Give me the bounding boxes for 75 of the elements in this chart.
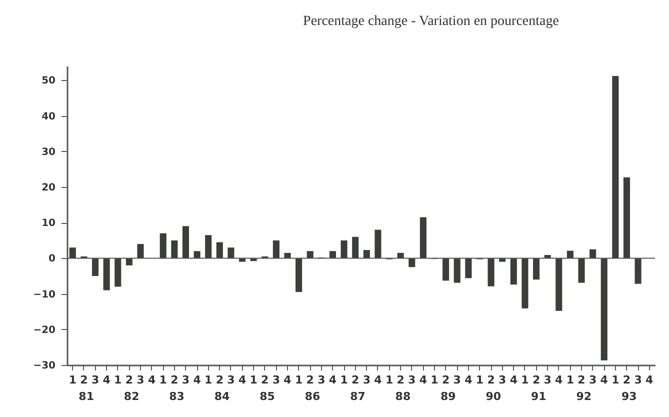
x-tick-label: 4: [419, 374, 428, 386]
x-tick-label: 4: [600, 374, 608, 386]
x-tick-label: 2: [532, 374, 540, 386]
x-tick-label: 1: [204, 374, 212, 386]
x-tick-label: 4: [284, 374, 292, 386]
y-tick-label: −10: [33, 289, 56, 300]
x-tick-label: 4: [374, 374, 382, 386]
x-tick-label: 1: [521, 374, 529, 386]
x-tick-label: 3: [182, 374, 190, 386]
y-tick-label: 0: [48, 254, 56, 265]
x-tick-label: 3: [498, 374, 506, 386]
y-tick-label: 50: [42, 76, 56, 87]
text: 88: [395, 390, 411, 403]
x-tick-label: 1: [612, 374, 620, 386]
x-tick-label: 2: [306, 374, 314, 386]
x-tick-label: 1: [476, 374, 484, 386]
x-tick-label: 4: [102, 374, 111, 386]
x-tick-label: 4: [148, 374, 156, 386]
x-tick-label: 2: [216, 374, 224, 386]
x-tick-label: 2: [578, 374, 586, 386]
y-tick-label: 30: [42, 146, 56, 158]
text: 85: [260, 390, 275, 403]
text: 89: [440, 390, 456, 403]
x-tick-label: 2: [442, 374, 450, 386]
text: 83: [169, 390, 184, 403]
x-tick-label: 3: [408, 374, 416, 386]
x-tick-label: 1: [294, 374, 303, 386]
x-tick-label: 4: [193, 374, 202, 386]
text: 84: [214, 390, 230, 403]
x-tick-label: 3: [272, 374, 280, 386]
y-tick-label: 10: [42, 218, 56, 230]
x-tick-label: 2: [622, 374, 631, 386]
x-tick-label: 3: [136, 374, 144, 386]
x-tick-label: 2: [487, 374, 495, 386]
x-tick-label: 4: [328, 374, 337, 386]
x-tick-label: 3: [588, 374, 597, 386]
x-tick-label: 4: [555, 374, 564, 386]
y-tick-label: 20: [42, 182, 56, 194]
x-tick-label: 2: [352, 374, 360, 386]
x-tick-label: 1: [159, 374, 167, 386]
x-tick-label: 3: [318, 374, 326, 386]
x-tick-label: 2: [170, 374, 178, 386]
x-tick-label: 3: [362, 374, 370, 386]
x-tick-label: 3: [227, 374, 235, 386]
text: 93: [621, 390, 637, 403]
x-tick-label: 1: [566, 374, 574, 386]
x-tick-label: 3: [544, 374, 552, 386]
y-tick-label: 40: [42, 111, 56, 122]
text: 87: [350, 390, 366, 403]
y-tick-label: −20: [33, 324, 56, 336]
text: 86: [304, 390, 320, 403]
text: 92: [576, 390, 592, 403]
x-tick-label: 3: [91, 374, 100, 386]
text: 82: [124, 390, 140, 403]
x-tick-label: 1: [250, 374, 258, 386]
x-tick-label: 4: [464, 374, 473, 386]
chart-title: Percentage change - Variation en pourcentage: [303, 14, 559, 29]
x-tick-label: 4: [646, 374, 654, 386]
x-tick-label: 3: [453, 374, 461, 386]
x-tick-label: 2: [261, 374, 269, 386]
x-tick-label: 1: [430, 374, 438, 386]
x-tick-label: 2: [396, 374, 404, 386]
x-tick-label: 3: [634, 374, 642, 386]
x-tick-label: 1: [385, 374, 394, 386]
x-tick-label: 4: [238, 374, 246, 386]
x-tick-label: 2: [125, 374, 134, 386]
x-tick-label: 1: [114, 374, 122, 386]
x-tick-label: 2: [80, 374, 88, 386]
x-tick-label: 1: [68, 374, 76, 386]
text: 81: [78, 390, 94, 403]
y-tick-label: −30: [33, 360, 56, 372]
text: 91: [530, 390, 546, 403]
text: 90: [486, 390, 502, 403]
x-tick-label: 4: [510, 374, 518, 386]
x-tick-label: 1: [340, 374, 348, 386]
